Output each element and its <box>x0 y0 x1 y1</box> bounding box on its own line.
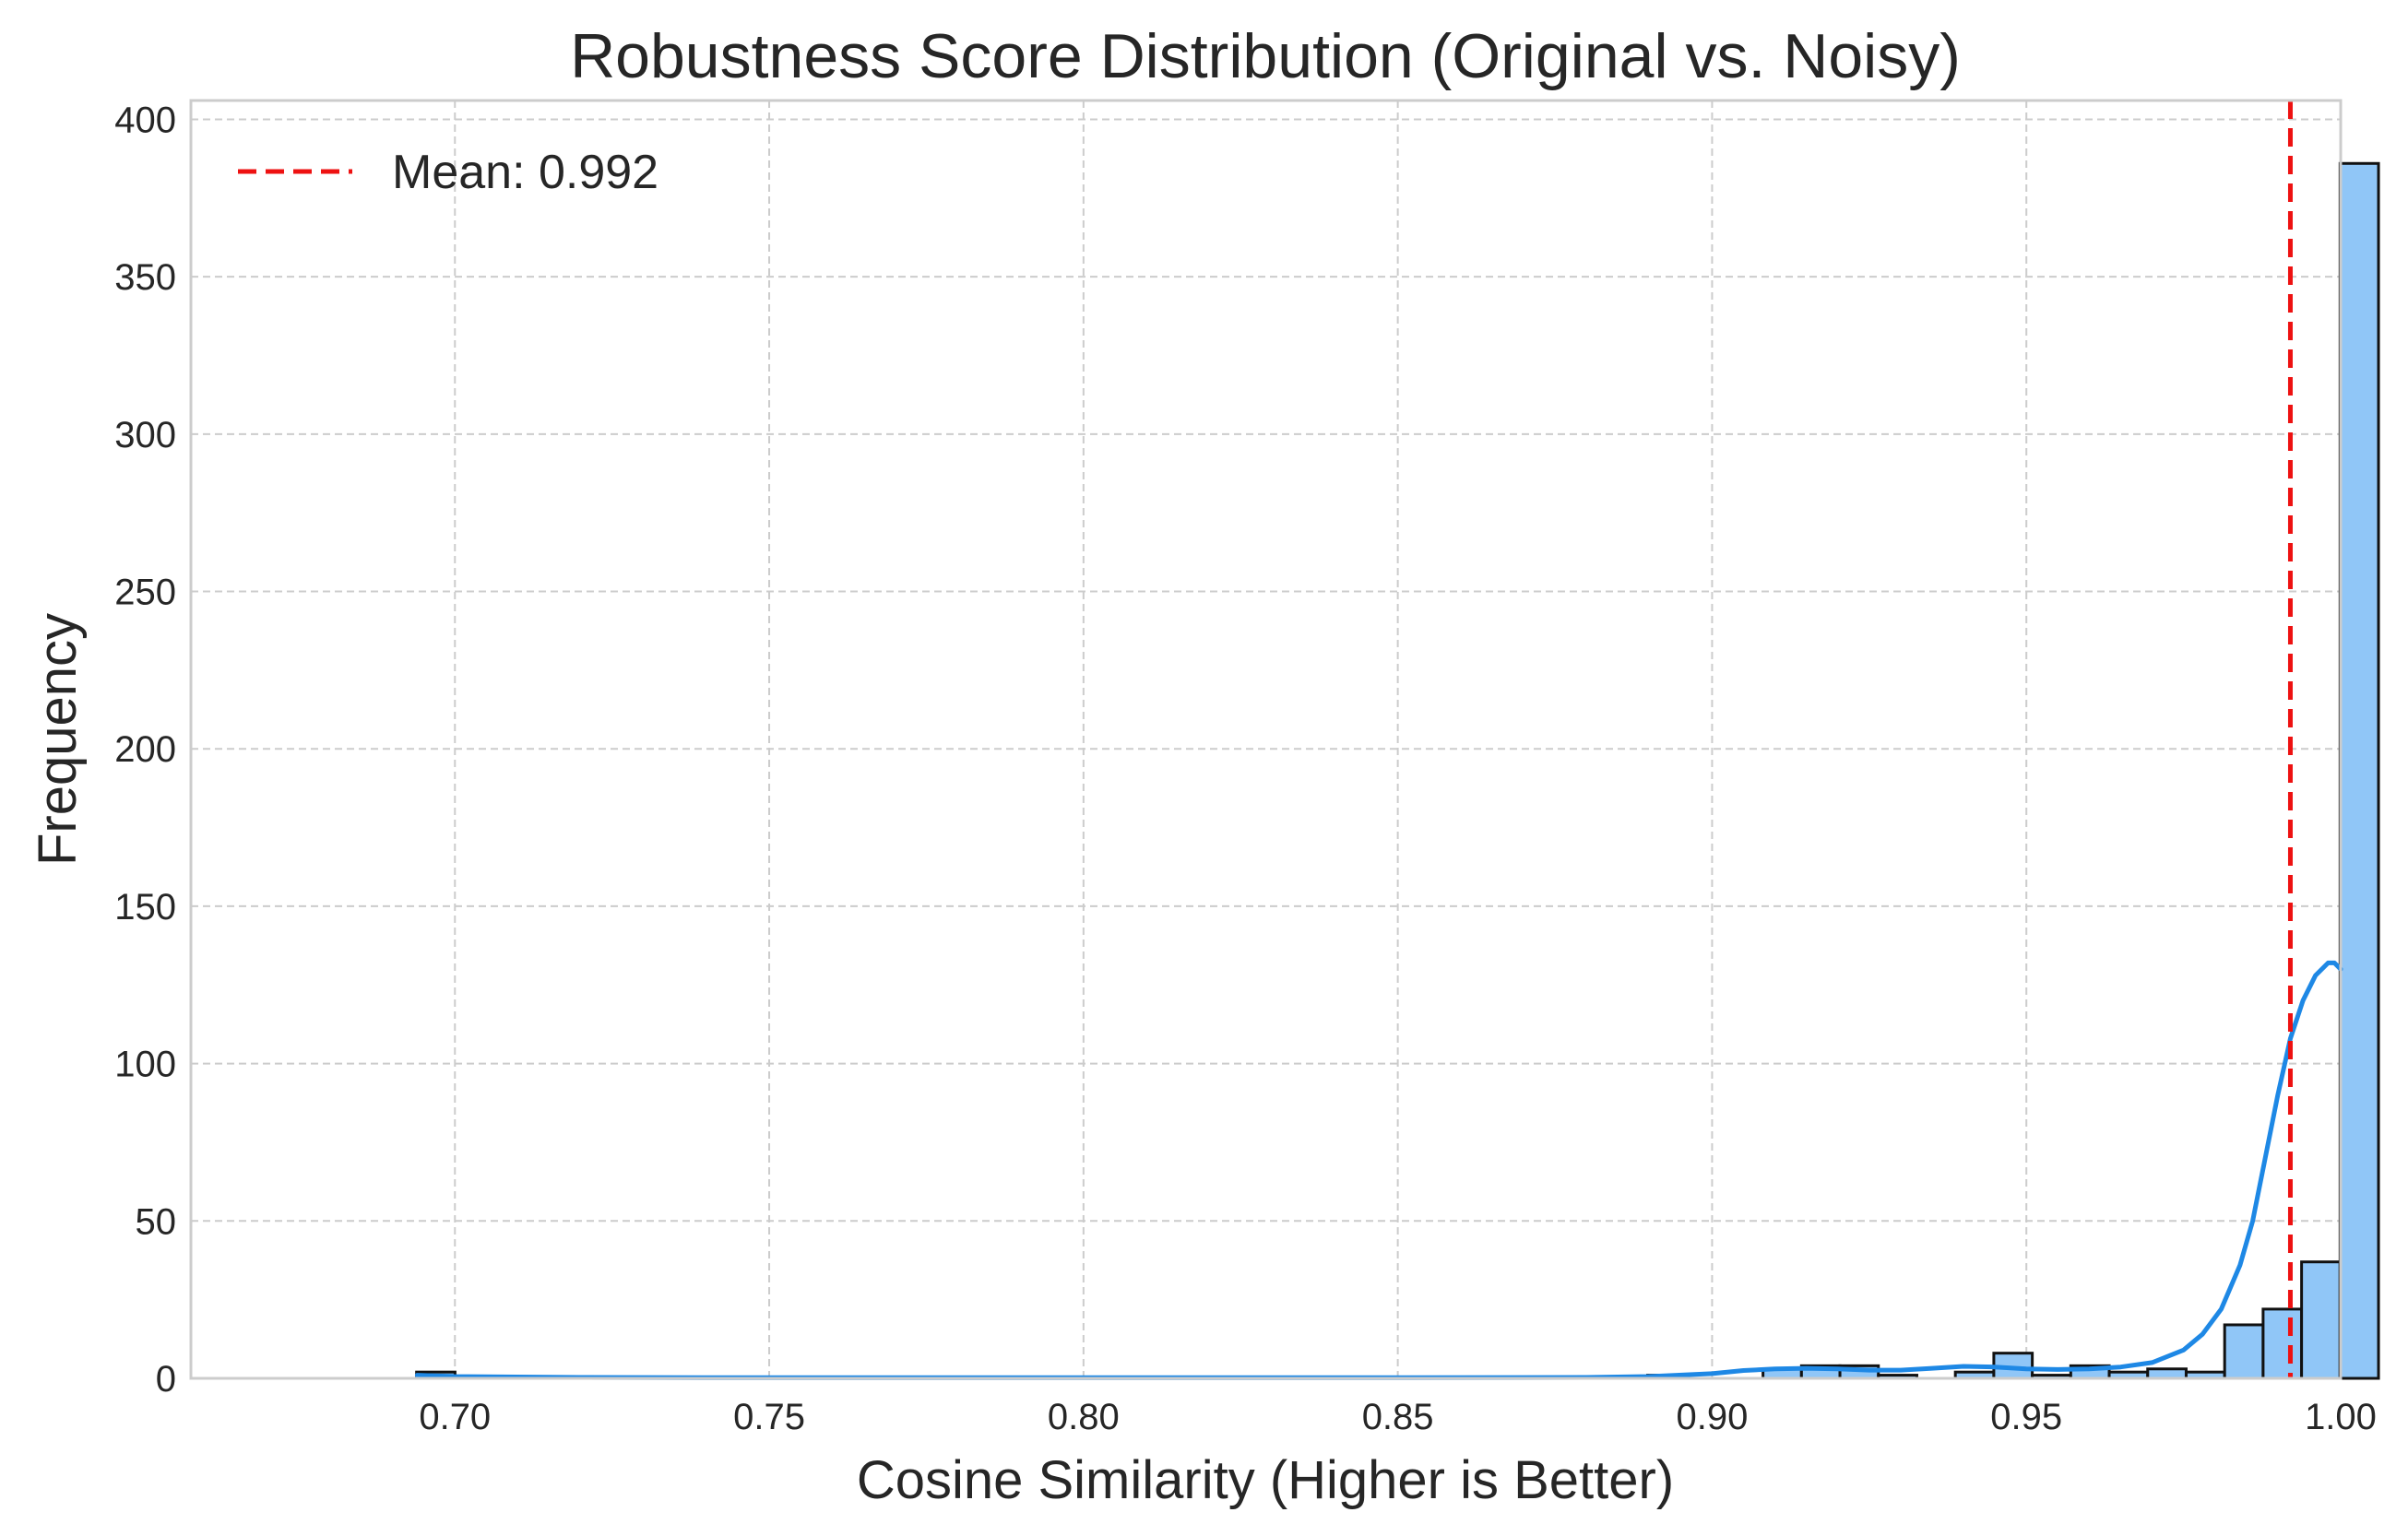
histogram-bar <box>2338 161 2380 1380</box>
y-tick-label: 300 <box>114 415 176 455</box>
y-tick-label: 0 <box>156 1359 176 1400</box>
x-tick-label: 0.90 <box>1676 1397 1748 1437</box>
x-tick-label: 1.00 <box>2305 1397 2377 1437</box>
y-tick-label: 50 <box>136 1201 177 1242</box>
x-tick-label: 0.80 <box>1048 1397 1120 1437</box>
y-tick-label: 350 <box>114 257 176 298</box>
grid-layer <box>191 100 2342 1379</box>
y-tick-label: 250 <box>114 573 176 613</box>
histogram-bar <box>2146 1367 2188 1380</box>
y-tick-labels: 0 50 100 150 200 250 300 350 400 <box>114 100 176 1400</box>
legend: Mean: 0.992 <box>238 146 658 199</box>
histogram-bar <box>2300 1260 2342 1380</box>
axes-frame <box>189 99 2343 1380</box>
y-tick-label: 100 <box>114 1045 176 1085</box>
x-axis-label: Cosine Similarity (Higher is Better) <box>857 1450 1674 1510</box>
y-tick-label: 150 <box>114 887 176 928</box>
histogram-bar <box>2223 1323 2265 1380</box>
chart-title: Robustness Score Distribution (Original … <box>570 21 1961 91</box>
x-tick-label: 0.70 <box>419 1397 491 1437</box>
y-axis-label: Frequency <box>28 613 88 866</box>
kde-layer <box>414 960 2343 1380</box>
kde-curve <box>414 960 2343 1380</box>
x-tick-labels: 0.70 0.75 0.80 0.85 0.90 0.95 1.00 <box>419 1397 2377 1437</box>
x-tick-label: 0.75 <box>733 1397 805 1437</box>
y-tick-label: 200 <box>114 729 176 770</box>
y-tick-label: 400 <box>114 100 176 140</box>
legend-mean-label: Mean: 0.992 <box>392 146 658 199</box>
x-tick-label: 0.85 <box>1362 1397 1434 1437</box>
histogram-bar <box>2261 1307 2304 1380</box>
x-tick-label: 0.95 <box>1990 1397 2062 1437</box>
